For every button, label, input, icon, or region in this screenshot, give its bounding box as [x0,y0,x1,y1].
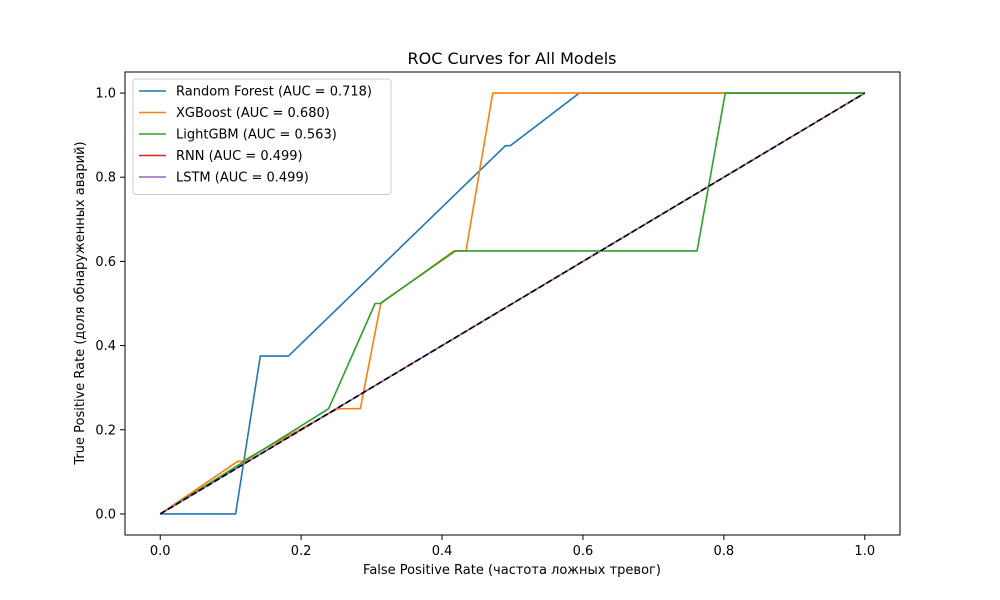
y-axis: 0.0 0.2 0.4 0.6 0.8 1.0 [95,87,125,522]
x-tick-label: 0.0 [150,544,171,559]
y-tick-label: 0.8 [95,171,116,186]
chart-title: ROC Curves for All Models [408,49,617,68]
legend-label: RNN (AUC = 0.499) [176,149,303,164]
x-tick-label: 1.0 [854,544,875,559]
y-tick-label: 1.0 [95,87,116,102]
x-axis: 0.0 0.2 0.4 0.6 0.8 1.0 [150,535,875,559]
x-tick-label: 0.4 [432,544,453,559]
series-line-xgboost [159,92,865,515]
x-axis-label: False Positive Rate (частота ложных трев… [363,563,661,578]
y-tick-label: 0.4 [95,339,116,354]
legend-label: LSTM (AUC = 0.499) [176,171,309,186]
reference-diagonal-line [159,92,866,515]
legend-label: Random Forest (AUC = 0.718) [176,85,372,100]
y-axis-label: True Positive Rate (доля обнаруженных ав… [73,141,88,465]
y-tick-label: 0.6 [95,255,116,270]
y-tick-label: 0.2 [95,423,116,438]
x-tick-label: 0.8 [714,544,735,559]
y-tick-label: 0.0 [95,507,116,522]
legend: Random Forest (AUC = 0.718) XGBoost (AUC … [132,78,392,195]
x-tick-label: 0.2 [291,544,312,559]
legend-label: XGBoost (AUC = 0.680) [176,106,330,121]
series-line-random-forest [160,92,865,515]
series-line-lightgbm [159,92,865,515]
plot-frame [124,71,901,536]
legend-box [132,78,392,195]
series-layer [159,92,866,515]
x-tick-label: 0.6 [573,544,594,559]
legend-label: LightGBM (AUC = 0.563) [176,128,337,143]
